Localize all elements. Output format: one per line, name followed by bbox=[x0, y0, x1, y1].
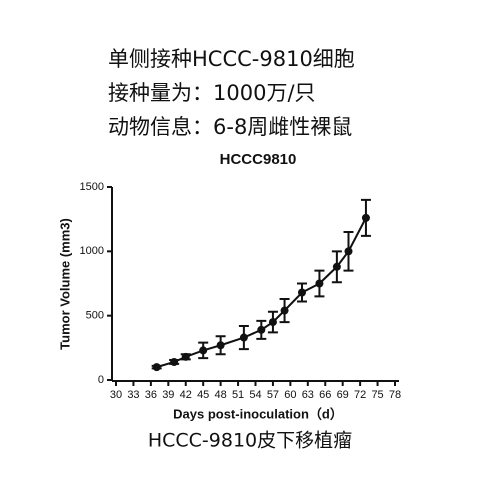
x-tick-label: 54 bbox=[249, 389, 261, 401]
x-tick-label: 60 bbox=[284, 389, 296, 401]
x-tick-label: 72 bbox=[354, 389, 366, 401]
chart-title: HCCC9810 bbox=[220, 151, 297, 168]
y-tick-label: 1000 bbox=[80, 245, 104, 257]
x-tick-label: 36 bbox=[145, 389, 157, 401]
y-axis-label: Tumor Volume (mm3) bbox=[57, 218, 72, 350]
x-tick-label: 66 bbox=[319, 389, 331, 401]
x-tick-label: 42 bbox=[180, 389, 192, 401]
line bbox=[156, 217, 367, 369]
y-tick-label: 500 bbox=[86, 310, 104, 322]
point bbox=[199, 346, 208, 355]
point bbox=[298, 288, 306, 297]
point bbox=[216, 341, 225, 350]
x-tick-label: 78 bbox=[389, 389, 401, 401]
x-tick-label: 51 bbox=[232, 389, 244, 401]
header-line: 接种量为：1000万/只 bbox=[108, 81, 316, 105]
y-tick-label: 0 bbox=[98, 374, 104, 386]
x-tick-label: 63 bbox=[302, 389, 314, 401]
x-tick-label: 69 bbox=[337, 389, 349, 401]
x-tick-label: 45 bbox=[197, 389, 209, 401]
point bbox=[239, 333, 248, 342]
x-tick-label: 75 bbox=[371, 389, 383, 401]
header-line: 单侧接种HCCC-9810细胞 bbox=[108, 47, 355, 71]
header-line: 动物信息：6-8周雌性裸鼠 bbox=[108, 115, 352, 139]
point bbox=[332, 262, 341, 271]
point bbox=[344, 247, 353, 256]
x-tick-label: 30 bbox=[110, 389, 122, 401]
y-tick-label: 1500 bbox=[80, 181, 104, 193]
x-tick-label: 48 bbox=[215, 389, 227, 401]
x-tick-label: 33 bbox=[127, 389, 139, 401]
caption: HCCC-9810皮下移植瘤 bbox=[148, 430, 352, 452]
point bbox=[152, 363, 161, 372]
point bbox=[257, 325, 266, 334]
x-tick-label: 39 bbox=[162, 389, 174, 401]
x-axis-label: Days post-inoculation（d） bbox=[173, 406, 343, 421]
x-tick-label: 57 bbox=[267, 389, 279, 401]
point bbox=[181, 352, 190, 361]
point bbox=[170, 357, 179, 366]
point bbox=[361, 213, 370, 222]
point bbox=[315, 279, 324, 288]
point bbox=[280, 306, 289, 315]
point bbox=[268, 318, 277, 327]
